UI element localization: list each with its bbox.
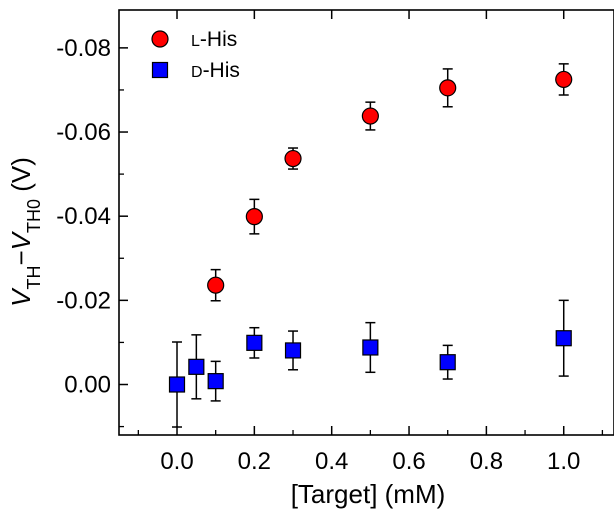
x-tick-label: 0.2: [238, 448, 271, 475]
x-tick-label: 0.0: [160, 448, 193, 475]
legend: L-His D-His: [151, 28, 240, 82]
legend-label: D-His: [191, 59, 240, 82]
data-point: [168, 376, 186, 393]
data-point: [555, 330, 572, 347]
legend-marker: [151, 61, 169, 79]
y-tick-label: 0.00: [64, 372, 111, 399]
axes: 0.0 0.2 0.4 0.6 0.8 1.0 0.00 -0.02 -0.04 -0.06 -0.…: [56, 9, 614, 475]
y-tick-label: -0.04: [56, 203, 111, 230]
data-point: [362, 339, 379, 356]
y-tick-label: -0.02: [56, 287, 111, 314]
x-tick-label: 0.6: [392, 448, 425, 475]
y-axis-label: VTH−VTH0 (V): [6, 157, 44, 307]
plot-area: [168, 63, 573, 428]
data-point: [284, 342, 302, 359]
legend-marker: [151, 30, 169, 48]
data-point: [188, 358, 205, 375]
y-tick-label: -0.06: [56, 119, 111, 146]
data-point: [284, 149, 302, 168]
data-point: [439, 79, 457, 97]
data-point: [245, 208, 263, 226]
x-tick-label: 0.8: [470, 448, 503, 475]
x-tick-label: 1.0: [547, 448, 580, 475]
data-point: [207, 373, 224, 390]
data-point: [361, 107, 379, 125]
x-tick-label: 0.4: [315, 448, 348, 475]
legend-label: L-His: [191, 28, 237, 51]
data-point: [246, 334, 263, 351]
y-tick-label: -0.08: [56, 35, 111, 62]
plot-frame: [118, 9, 614, 436]
series-1: [168, 299, 572, 428]
x-axis-label: [Target] (mM): [291, 479, 446, 509]
series-0: [207, 63, 573, 302]
data-point: [555, 70, 573, 89]
data-point: [207, 276, 225, 294]
data-point: [439, 354, 456, 371]
